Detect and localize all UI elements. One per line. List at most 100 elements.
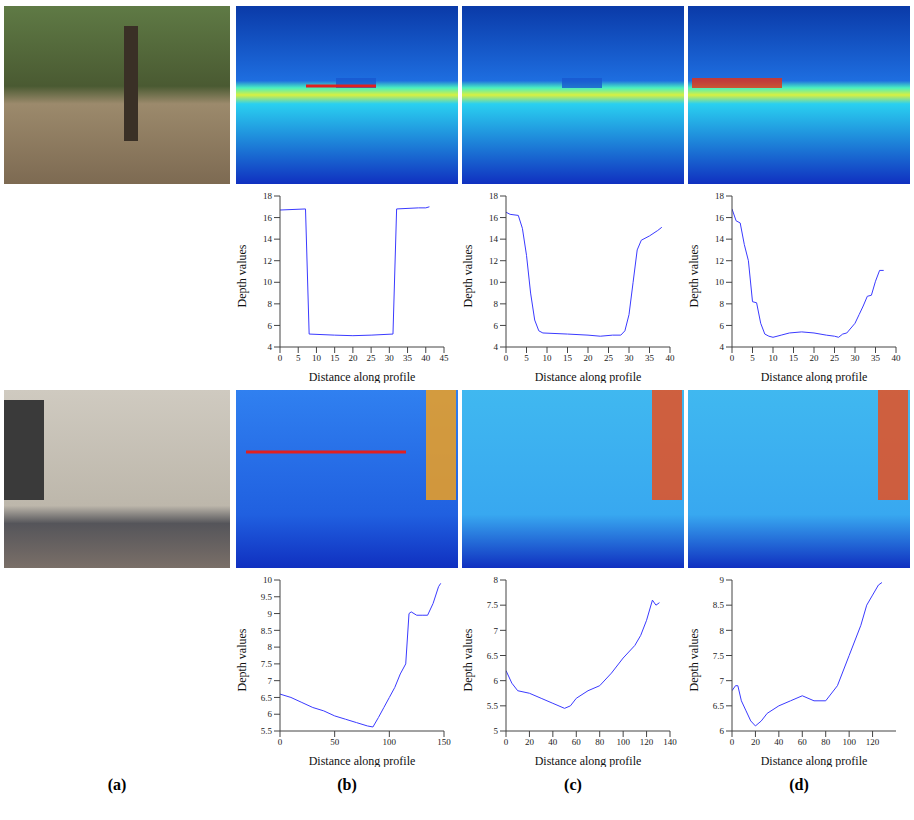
svg-text:8.5: 8.5 [713,600,725,610]
svg-text:Distance along profile: Distance along profile [761,754,868,767]
svg-text:14: 14 [489,234,499,244]
svg-text:150: 150 [437,737,451,747]
svg-text:100: 100 [383,737,397,747]
svg-text:0: 0 [504,737,509,747]
svg-text:7: 7 [494,626,499,636]
svg-text:25: 25 [367,353,377,363]
svg-text:Depth values: Depth values [688,628,701,691]
svg-text:100: 100 [616,737,630,747]
svg-text:6: 6 [720,321,725,331]
svg-text:10: 10 [715,277,725,287]
svg-text:4: 4 [494,342,499,352]
svg-text:10: 10 [263,277,273,287]
svg-text:35: 35 [871,353,881,363]
svg-text:40: 40 [892,353,902,363]
svg-text:0: 0 [278,737,283,747]
svg-text:80: 80 [821,737,831,747]
svg-text:18: 18 [263,191,273,201]
svg-text:6.5: 6.5 [261,693,273,703]
svg-text:60: 60 [798,737,808,747]
svg-text:Depth values: Depth values [462,628,475,691]
svg-text:4: 4 [268,342,273,352]
svg-text:Depth values: Depth values [236,244,249,307]
svg-text:10: 10 [543,353,553,363]
svg-text:Distance along profile: Distance along profile [535,754,642,767]
svg-text:14: 14 [263,234,273,244]
svg-text:9: 9 [268,609,273,619]
svg-text:Distance along profile: Distance along profile [309,754,416,767]
svg-text:Distance along profile: Distance along profile [309,370,416,383]
svg-text:0: 0 [730,353,735,363]
svg-text:12: 12 [263,256,272,266]
svg-text:25: 25 [830,353,840,363]
svg-text:15: 15 [563,353,573,363]
svg-text:14: 14 [715,234,725,244]
svg-text:80: 80 [595,737,605,747]
svg-text:0: 0 [504,353,509,363]
svg-text:8: 8 [494,299,499,309]
svg-text:120: 120 [866,737,880,747]
svg-text:7: 7 [720,676,725,686]
svg-text:8: 8 [268,642,273,652]
svg-text:12: 12 [489,256,498,266]
svg-text:15: 15 [330,353,340,363]
svg-text:6: 6 [268,709,273,719]
svg-text:8: 8 [494,575,499,585]
svg-text:5: 5 [494,726,499,736]
svg-text:8.5: 8.5 [261,626,273,636]
svg-text:Depth values: Depth values [462,244,475,307]
svg-text:20: 20 [584,353,594,363]
svg-text:Distance along profile: Distance along profile [535,370,642,383]
svg-text:20: 20 [525,737,535,747]
svg-text:5: 5 [524,353,529,363]
svg-text:12: 12 [715,256,724,266]
svg-text:5.5: 5.5 [487,701,499,711]
svg-text:7.5: 7.5 [261,659,273,669]
svg-text:8: 8 [720,626,725,636]
svg-text:10: 10 [769,353,779,363]
svg-text:30: 30 [851,353,861,363]
svg-text:15: 15 [789,353,799,363]
svg-text:10: 10 [312,353,322,363]
svg-text:100: 100 [842,737,856,747]
svg-text:9.5: 9.5 [261,592,273,602]
svg-text:16: 16 [489,213,499,223]
svg-text:5: 5 [750,353,755,363]
svg-text:45: 45 [440,353,450,363]
svg-text:16: 16 [715,213,725,223]
svg-text:35: 35 [403,353,413,363]
svg-text:Depth values: Depth values [688,244,701,307]
svg-text:40: 40 [421,353,431,363]
svg-text:6: 6 [268,321,273,331]
svg-text:18: 18 [489,191,499,201]
svg-text:140: 140 [663,737,677,747]
svg-text:6.5: 6.5 [487,651,499,661]
svg-text:50: 50 [330,737,340,747]
svg-text:25: 25 [604,353,614,363]
svg-text:8: 8 [720,299,725,309]
svg-text:4: 4 [720,342,725,352]
svg-text:Depth values: Depth values [236,628,249,691]
svg-text:0: 0 [278,353,283,363]
svg-text:20: 20 [810,353,820,363]
svg-text:40: 40 [548,737,558,747]
svg-text:6: 6 [494,676,499,686]
svg-text:5: 5 [296,353,301,363]
svg-text:Distance along profile: Distance along profile [761,370,868,383]
svg-text:6.5: 6.5 [713,701,725,711]
svg-text:7: 7 [268,676,273,686]
svg-text:9: 9 [720,575,725,585]
svg-text:35: 35 [645,353,655,363]
svg-text:10: 10 [489,277,499,287]
svg-text:120: 120 [640,737,654,747]
svg-text:5.5: 5.5 [261,726,273,736]
svg-text:40: 40 [774,737,784,747]
svg-text:30: 30 [625,353,635,363]
svg-text:18: 18 [715,191,725,201]
svg-text:10: 10 [263,575,273,585]
svg-text:20: 20 [348,353,358,363]
svg-text:0: 0 [730,737,735,747]
svg-text:6: 6 [494,321,499,331]
svg-text:20: 20 [751,737,761,747]
svg-text:60: 60 [572,737,582,747]
